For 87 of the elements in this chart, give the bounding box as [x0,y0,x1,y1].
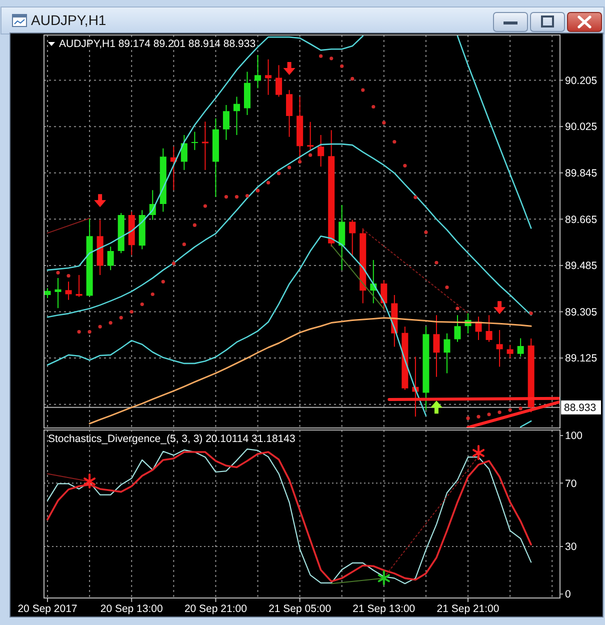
point [224,194,228,199]
point [445,286,449,290]
y-tick-label: 89.305 [565,306,598,318]
point [298,160,302,164]
point [529,311,533,316]
point [287,166,292,170]
chart-subtitle: AUDJPY,H1 89.174 89.201 88.914 88.933 [59,38,256,50]
point [150,292,154,296]
point [245,194,250,198]
candlestick [202,122,208,170]
point [172,262,176,266]
point [430,400,442,414]
point [56,270,60,274]
point [140,302,144,306]
point [283,62,296,75]
point [472,444,485,460]
point [119,316,123,320]
candlestick [265,59,272,95]
point [84,474,96,489]
x-tick-label: 21 Sep 05:00 [268,603,332,615]
candlestick [76,274,82,297]
point [518,406,522,410]
point [434,260,438,264]
y-tick-label: 89.485 [565,260,598,272]
point [161,280,165,284]
candlestick [454,315,461,342]
candlestick [254,55,262,88]
y-tick-label: 90.025 [565,121,598,134]
point [66,274,70,278]
candlestick [307,122,314,150]
point [372,104,376,109]
x-tick-label: 21 Sep 13:00 [352,603,416,615]
point [424,230,428,234]
chart-title: Stochastics_Divergence_(5, 3, 3) 20.10114 31.18143 [48,433,296,445]
point [476,414,480,418]
point [94,194,106,208]
y-tick-label: 89.125 [565,352,598,365]
x-tick-label: 20 Sep 13:00 [100,603,163,615]
candlestick [191,132,198,150]
point [350,76,354,81]
point [498,410,502,414]
point [392,140,396,144]
point [182,242,186,246]
point [403,164,407,168]
point [361,88,365,92]
point [382,120,386,125]
point [494,301,506,314]
point [98,324,102,328]
point [466,416,470,420]
point [340,64,344,68]
y-tick-label: 0 [565,588,571,601]
point [108,321,112,325]
x-tick-label: 21 Sep 21:00 [436,603,500,615]
y-tick-label: 90.205 [565,74,598,87]
candlestick [496,330,503,367]
y-tick-label: 89.845 [565,168,598,180]
candlestick [349,220,356,257]
point [130,310,134,314]
candlestick [65,282,72,300]
point [456,306,460,310]
y-tick-label: 70 [565,478,577,490]
point [192,223,196,227]
point [508,408,512,412]
point [266,180,270,184]
y-tick-label: 100 [565,430,583,442]
chart-title: AUDJPY,H1 [31,12,106,28]
x-tick-label: 20 Sep 21:00 [184,603,248,615]
candlestick [54,278,62,308]
y-tick-label: 89.665 [565,214,598,226]
line-series [88,317,532,424]
point [234,194,239,199]
point [487,412,491,416]
point [276,172,281,176]
point [88,330,92,334]
point [319,54,323,58]
candlestick [233,96,240,136]
point [203,204,207,208]
point [378,570,390,586]
ref-line-label: 88.933 [564,402,596,414]
point [330,56,334,60]
point [308,153,312,157]
line-series [46,143,532,318]
point [414,195,418,200]
point [256,188,260,192]
point [77,330,81,334]
x-tick-label: 20 Sep 2017 [18,603,78,615]
y-tick-label: 30 [565,541,577,554]
